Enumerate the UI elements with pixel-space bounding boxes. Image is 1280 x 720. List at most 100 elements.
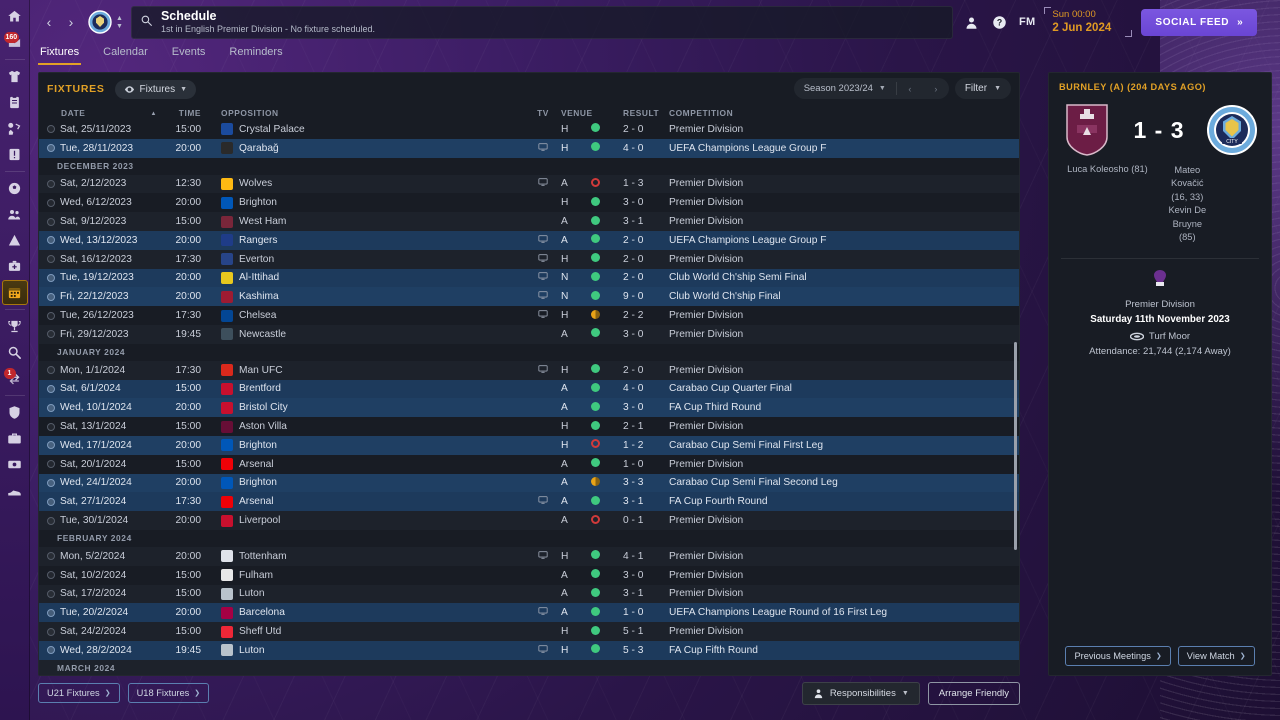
table-row[interactable]: Sat, 17/2/2024 15:00 Luton A 3 - 1 Premier Di…: [39, 584, 1019, 604]
column-venue[interactable]: VENUE: [561, 107, 593, 118]
prev-season-button[interactable]: ‹: [908, 83, 912, 94]
row-select-radio[interactable]: [47, 255, 55, 264]
row-select-radio[interactable]: [47, 366, 55, 375]
u18-fixtures-button[interactable]: U18 Fixtures ❯: [127, 683, 210, 703]
sidebar-shield-icon[interactable]: [2, 400, 28, 425]
previous-meetings-button[interactable]: Previous Meetings ❯: [1065, 646, 1171, 666]
row-select-radio[interactable]: [47, 460, 55, 469]
help-icon[interactable]: ?: [991, 14, 1008, 31]
row-select-radio[interactable]: [47, 144, 55, 153]
table-row[interactable]: Tue, 19/12/2023 20:00 Al-Ittihad N 2 - 0 Club…: [39, 268, 1019, 288]
table-row[interactable]: Wed, 24/1/2024 20:00 Brighton A 3 - 3 Carabao…: [39, 473, 1019, 493]
social-feed-button[interactable]: SOCIAL FEED »: [1141, 8, 1258, 36]
row-select-radio[interactable]: [47, 497, 55, 506]
row-select-radio[interactable]: [47, 125, 55, 134]
vertical-scrollbar[interactable]: [1014, 342, 1017, 550]
row-select-radio[interactable]: [47, 330, 55, 339]
table-row[interactable]: Sat, 2/12/2023 12:30 Wolves A 1 - 3 Premier D…: [39, 174, 1019, 194]
forward-button[interactable]: ›: [68, 14, 74, 30]
row-select-radio[interactable]: [47, 571, 55, 580]
responsibilities-button[interactable]: Responsibilities ▼: [801, 681, 920, 705]
table-row[interactable]: Fri, 22/12/2023 20:00 Kashima N 9 - 0 Club Wo…: [39, 287, 1019, 307]
row-select-radio[interactable]: [47, 608, 55, 617]
column-result[interactable]: RESULT: [623, 107, 660, 118]
tab-events[interactable]: Events: [171, 46, 206, 58]
row-select-radio[interactable]: [47, 646, 55, 655]
sidebar-development-icon[interactable]: [2, 142, 28, 167]
table-row[interactable]: Sat, 16/12/2023 17:30 Everton H 2 - 0 Premier…: [39, 249, 1019, 269]
filter-button[interactable]: Filter ▼: [954, 78, 1011, 99]
table-row[interactable]: Wed, 28/2/2024 19:45 Luton H 5 - 3 FA Cup Fif…: [39, 640, 1019, 660]
row-select-radio[interactable]: [47, 403, 55, 412]
next-season-button[interactable]: ›: [934, 83, 938, 94]
table-row[interactable]: Tue, 26/12/2023 17:30 Chelsea H 2 - 2 Premier…: [39, 306, 1019, 325]
sidebar-ball-icon[interactable]: [2, 176, 28, 201]
row-select-radio[interactable]: [47, 179, 55, 188]
season-selector[interactable]: Season 2023/24 ▼: [794, 83, 896, 94]
table-row[interactable]: Wed, 6/12/2023 20:00 Brighton H 3 - 0 Premier…: [39, 193, 1019, 212]
row-select-radio[interactable]: [47, 627, 55, 636]
sidebar-boot-icon[interactable]: [2, 478, 28, 503]
sidebar-schedule-calendar-icon[interactable]: [1, 280, 28, 305]
table-row[interactable]: Sat, 13/1/2024 15:00 Aston Villa H 2 - 1 Prem…: [39, 417, 1019, 436]
row-select-radio[interactable]: [47, 441, 55, 450]
row-select-radio[interactable]: [47, 422, 55, 431]
sidebar-scouting-icon[interactable]: [2, 202, 28, 227]
sidebar-medical-icon[interactable]: [2, 254, 28, 279]
column-tv[interactable]: TV: [537, 107, 549, 118]
row-select-radio[interactable]: [47, 292, 55, 301]
table-row[interactable]: Wed, 17/1/2024 20:00 Brighton H 1 - 2 Carabao…: [39, 435, 1019, 455]
tab-fixtures[interactable]: Fixtures: [38, 44, 82, 65]
row-select-radio[interactable]: [47, 311, 55, 320]
table-row[interactable]: Wed, 10/1/2024 20:00 Bristol City A 3 - 0 FA …: [39, 398, 1019, 418]
row-select-radio[interactable]: [47, 589, 55, 598]
table-row[interactable]: Sat, 20/1/2024 15:00 Arsenal A 1 - 0 Premier …: [39, 455, 1019, 474]
sidebar-training-icon[interactable]: [2, 116, 28, 141]
club-switcher[interactable]: ▲ ▼: [116, 14, 123, 30]
table-row[interactable]: Tue, 20/2/2024 20:00 Barcelona A 1 - 0 UEFA C…: [39, 603, 1019, 623]
table-row[interactable]: Sat, 10/2/2024 15:00 Fulham A 3 - 0 Premier D…: [39, 566, 1019, 585]
sidebar-search-icon[interactable]: [2, 340, 28, 365]
club-badge-icon[interactable]: [88, 10, 112, 34]
row-select-radio[interactable]: [47, 217, 55, 226]
tab-reminders[interactable]: Reminders: [229, 46, 283, 58]
sidebar-squad-shirt-icon[interactable]: [2, 64, 28, 89]
table-row[interactable]: Wed, 13/12/2023 20:00 Rangers A 2 - 0 UEFA Ch…: [39, 230, 1019, 250]
search-icon[interactable]: [140, 14, 153, 30]
tab-calendar[interactable]: Calendar: [103, 46, 148, 58]
sidebar-finances-icon[interactable]: [2, 452, 28, 477]
manager-avatar-icon[interactable]: [963, 14, 980, 31]
column-opposition[interactable]: OPPOSITION: [221, 107, 279, 118]
view-selector[interactable]: Fixtures ▼: [114, 79, 197, 99]
sidebar-competitions-trophy-icon[interactable]: [2, 314, 28, 339]
column-date[interactable]: DATE ▲: [61, 107, 157, 118]
row-select-radio[interactable]: [47, 478, 55, 487]
table-row[interactable]: Sat, 24/2/2024 15:00 Sheff Utd H 5 - 1 Premie…: [39, 622, 1019, 641]
table-row[interactable]: Mon, 1/1/2024 17:30 Man UFC H 2 - 0 Premier D…: [39, 360, 1019, 380]
u21-fixtures-button[interactable]: U21 Fixtures ❯: [38, 683, 120, 703]
row-select-radio[interactable]: [47, 236, 55, 245]
table-row[interactable]: Sat, 9/12/2023 15:00 West Ham A 3 - 1 Premier…: [39, 212, 1019, 231]
sidebar-club-vision-icon[interactable]: [2, 228, 28, 253]
table-row[interactable]: Mon, 5/2/2024 20:00 Tottenham H 4 - 1 Premier…: [39, 546, 1019, 566]
row-select-radio[interactable]: [47, 516, 55, 525]
row-select-radio[interactable]: [47, 198, 55, 207]
column-time[interactable]: TIME: [178, 107, 201, 118]
row-select-radio[interactable]: [47, 384, 55, 393]
game-clock[interactable]: Sun 00:00 2 Jun 2024: [1044, 6, 1133, 38]
table-row[interactable]: Sat, 27/1/2024 17:30 Arsenal A 3 - 1 FA Cup F…: [39, 492, 1019, 512]
sidebar-briefcase-icon[interactable]: [2, 426, 28, 451]
sidebar-transfers-icon[interactable]: 1: [2, 366, 28, 391]
back-button[interactable]: ‹: [46, 14, 52, 30]
sidebar-inbox-icon[interactable]: 160: [2, 30, 28, 55]
table-row[interactable]: Tue, 30/1/2024 20:00 Liverpool A 0 - 1 Premie…: [39, 511, 1019, 530]
sidebar-home-icon[interactable]: [2, 4, 28, 29]
table-row[interactable]: Sat, 25/11/2023 15:00 Crystal Palace H 2 - 0…: [39, 120, 1019, 139]
arrange-friendly-button[interactable]: Arrange Friendly: [927, 681, 1020, 705]
column-competition[interactable]: COMPETITION: [669, 107, 734, 118]
table-row[interactable]: Sat, 6/1/2024 15:00 Brentford A 4 - 0 Carabao…: [39, 379, 1019, 399]
table-row[interactable]: Fri, 29/12/2023 19:45 Newcastle A 3 - 0 Premi…: [39, 324, 1019, 344]
table-row[interactable]: Tue, 28/11/2023 20:00 Qarabağ H 4 - 0 UEFA Ch…: [39, 138, 1019, 158]
row-select-radio[interactable]: [47, 552, 55, 561]
sidebar-tactics-clipboard-icon[interactable]: [2, 90, 28, 115]
